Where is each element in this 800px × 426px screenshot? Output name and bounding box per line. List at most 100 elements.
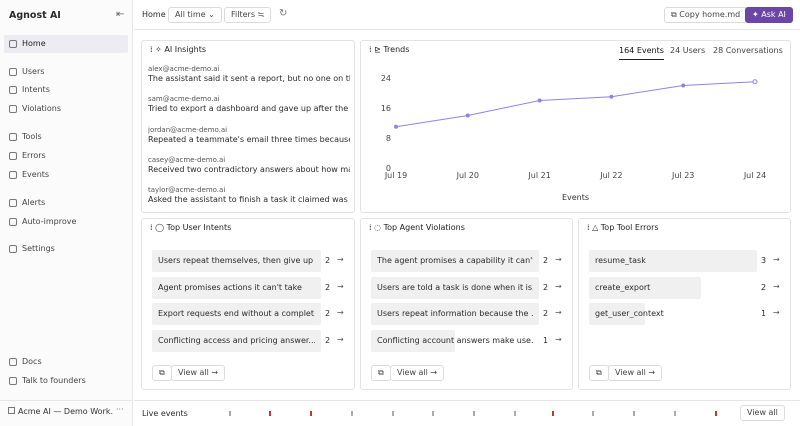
count-bar: [371, 276, 539, 299]
nav-item[interactable]: Settings: [4, 240, 128, 258]
nav-label: Alerts: [22, 198, 46, 207]
insight-text[interactable]: Asked the assistant to finish a task it …: [148, 195, 350, 205]
event-marker: [592, 411, 594, 416]
list-row[interactable]: Conflicting access and pricing answer...…: [152, 330, 347, 353]
brand: Agnost AI: [9, 10, 61, 21]
row-count: 2: [325, 309, 331, 319]
count-bar: [589, 250, 757, 272]
nav-item[interactable]: Alerts: [4, 194, 128, 212]
ask-ai-button[interactable]: ✦ Ask AI: [745, 7, 793, 23]
row-count: 2: [543, 282, 549, 292]
row-count: 2: [543, 256, 549, 265]
list-row[interactable]: create_export 2 →: [589, 276, 783, 299]
row-count: 2: [325, 256, 331, 265]
view-all-button[interactable]: View all →: [390, 365, 445, 381]
nav-label: Auto-improve: [22, 217, 77, 226]
row-arrow: →: [555, 308, 562, 318]
x-axis-label: Events: [562, 193, 589, 202]
copy-button[interactable]: ⧉: [371, 365, 391, 381]
row-arrow: →: [555, 281, 562, 291]
row-label: Export requests end without a complet...: [158, 309, 315, 319]
row-label: Agent promises actions it can't take: [158, 282, 302, 292]
nav-item[interactable]: Events: [4, 166, 128, 184]
list-row[interactable]: Export requests end without a complet...…: [152, 303, 347, 326]
tab[interactable]: 28 Conversations: [713, 46, 783, 55]
row-count: 3: [761, 256, 767, 265]
count-bar: [152, 276, 321, 299]
x-tick-label: Jul 24: [743, 171, 766, 180]
nav-item[interactable]: Auto-improve: [4, 213, 128, 231]
view-all-button[interactable]: View all: [740, 405, 785, 421]
row-arrow: →: [337, 335, 344, 345]
event-marker: [392, 411, 394, 416]
view-all-label: View all: [615, 368, 646, 377]
insight-text[interactable]: Repeated a teammate's email three times …: [148, 134, 350, 144]
list-row[interactable]: Agent promises actions it can't take 2 →: [152, 276, 347, 299]
tab[interactable]: 164 Events: [619, 46, 664, 60]
nav-item[interactable]: Errors: [4, 147, 128, 165]
list-row[interactable]: Users are told a task is done when it is…: [371, 276, 565, 299]
insight-user: sam@acme-demo.ai: [148, 95, 220, 104]
more-button[interactable]: ···: [116, 405, 124, 414]
panel-title-text: Top Agent Violations: [383, 223, 465, 232]
list-row[interactable]: Users repeat information because the ...…: [371, 303, 565, 326]
list-row[interactable]: The agent promises a capability it can't…: [371, 250, 565, 272]
list-row[interactable]: get_user_context 1 →: [589, 303, 783, 326]
list-panel: ⁞ ◯ Top User Intents Users repeat themsel…: [141, 218, 355, 390]
copy-button[interactable]: ⧉: [589, 365, 609, 381]
nav-item[interactable]: Intents: [4, 81, 128, 99]
nav-label: Settings: [22, 244, 55, 253]
x-tick-label: Jul 20: [456, 171, 479, 180]
insight-text[interactable]: Tried to export a dashboard and gave up …: [148, 104, 350, 114]
insight-text[interactable]: The assistant said it sent a report, but…: [148, 74, 350, 83]
view-all-button[interactable]: View all →: [171, 365, 226, 381]
tab[interactable]: 24 Users: [670, 46, 706, 55]
event-marker: [351, 411, 353, 416]
row-label: Users are told a task is done when it is…: [377, 282, 533, 292]
nav-item[interactable]: Docs: [4, 353, 128, 371]
list-row[interactable]: Users repeat themselves, then give up 2 →: [152, 250, 347, 272]
panel-title: ⁞ ✧ AI Insights: [150, 45, 206, 54]
data-point: [537, 98, 542, 103]
row-label: Conflicting account answers make use...: [377, 336, 533, 346]
view-all-label: View all: [397, 368, 428, 377]
row-label: get_user_context: [595, 309, 664, 319]
panel-title-text: Top User Intents: [166, 223, 232, 232]
time-filter[interactable]: All time ⌄: [168, 7, 222, 23]
list-row[interactable]: Conflicting account answers make use... 1…: [371, 330, 565, 353]
nav-label: Events: [22, 170, 50, 179]
view-all-button[interactable]: View all →: [608, 365, 663, 381]
list-row[interactable]: resume_task 3 →: [589, 250, 783, 272]
nav-label: Intents: [22, 85, 50, 94]
filters-button[interactable]: Filters ≒: [224, 7, 272, 23]
list-panel: ⁞ ◌ Top Agent Violations The agent promis…: [360, 218, 573, 390]
event-marker: [633, 411, 635, 416]
trend-line: [395, 81, 756, 128]
row-count: 2: [543, 309, 549, 319]
nav-item[interactable]: Tools: [4, 128, 128, 146]
row-count: 2: [325, 336, 331, 346]
copy-button[interactable]: ⧉ Copy home.md: [664, 7, 748, 23]
collapse-button[interactable]: ⇤: [116, 9, 125, 20]
insight-text[interactable]: Received two contradictory answers about…: [148, 164, 350, 174]
copy-button[interactable]: ⧉: [152, 365, 172, 381]
nav-label: Users: [22, 67, 45, 76]
count-bar: [589, 303, 645, 326]
panel-title: ⁞ ◌ Top Agent Violations: [369, 223, 465, 232]
nav-item[interactable]: Home: [4, 35, 128, 53]
row-label: Conflicting access and pricing answer...: [158, 336, 315, 346]
insight-user: alex@acme-demo.ai: [148, 65, 220, 73]
insight-user: jordan@acme-demo.ai: [148, 125, 228, 134]
row-label: resume_task: [595, 256, 646, 265]
refresh-button[interactable]: ↻: [279, 8, 288, 19]
y-tick-label: 24: [381, 74, 391, 83]
trend-chart: 0 8 16 24 Jul 19 Jul 20 Jul 21 Jul 22 Jul 23 Jul …: [381, 74, 766, 202]
nav-item[interactable]: Users: [4, 63, 128, 81]
nav-item[interactable]: Violations: [4, 100, 128, 118]
workspace[interactable]: Acme AI — Demo Work...: [8, 407, 113, 416]
count-bar: [589, 276, 701, 299]
nav-item[interactable]: Talk to founders: [4, 372, 128, 390]
panel-title: ⁞ ◯ Top User Intents: [150, 223, 232, 232]
event-marker: [473, 411, 475, 416]
row-arrow: →: [555, 255, 562, 264]
